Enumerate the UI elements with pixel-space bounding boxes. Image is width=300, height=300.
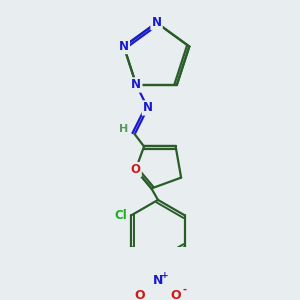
Text: -: - <box>182 285 186 295</box>
Text: H: H <box>118 124 128 134</box>
Text: N: N <box>143 101 153 114</box>
Text: Cl: Cl <box>115 209 128 222</box>
Text: N: N <box>153 274 163 287</box>
Text: N: N <box>131 79 141 92</box>
Text: +: + <box>161 271 168 280</box>
Text: O: O <box>130 163 141 176</box>
Text: N: N <box>152 16 162 29</box>
Text: O: O <box>135 289 145 300</box>
Text: N: N <box>119 40 129 53</box>
Text: O: O <box>171 289 181 300</box>
